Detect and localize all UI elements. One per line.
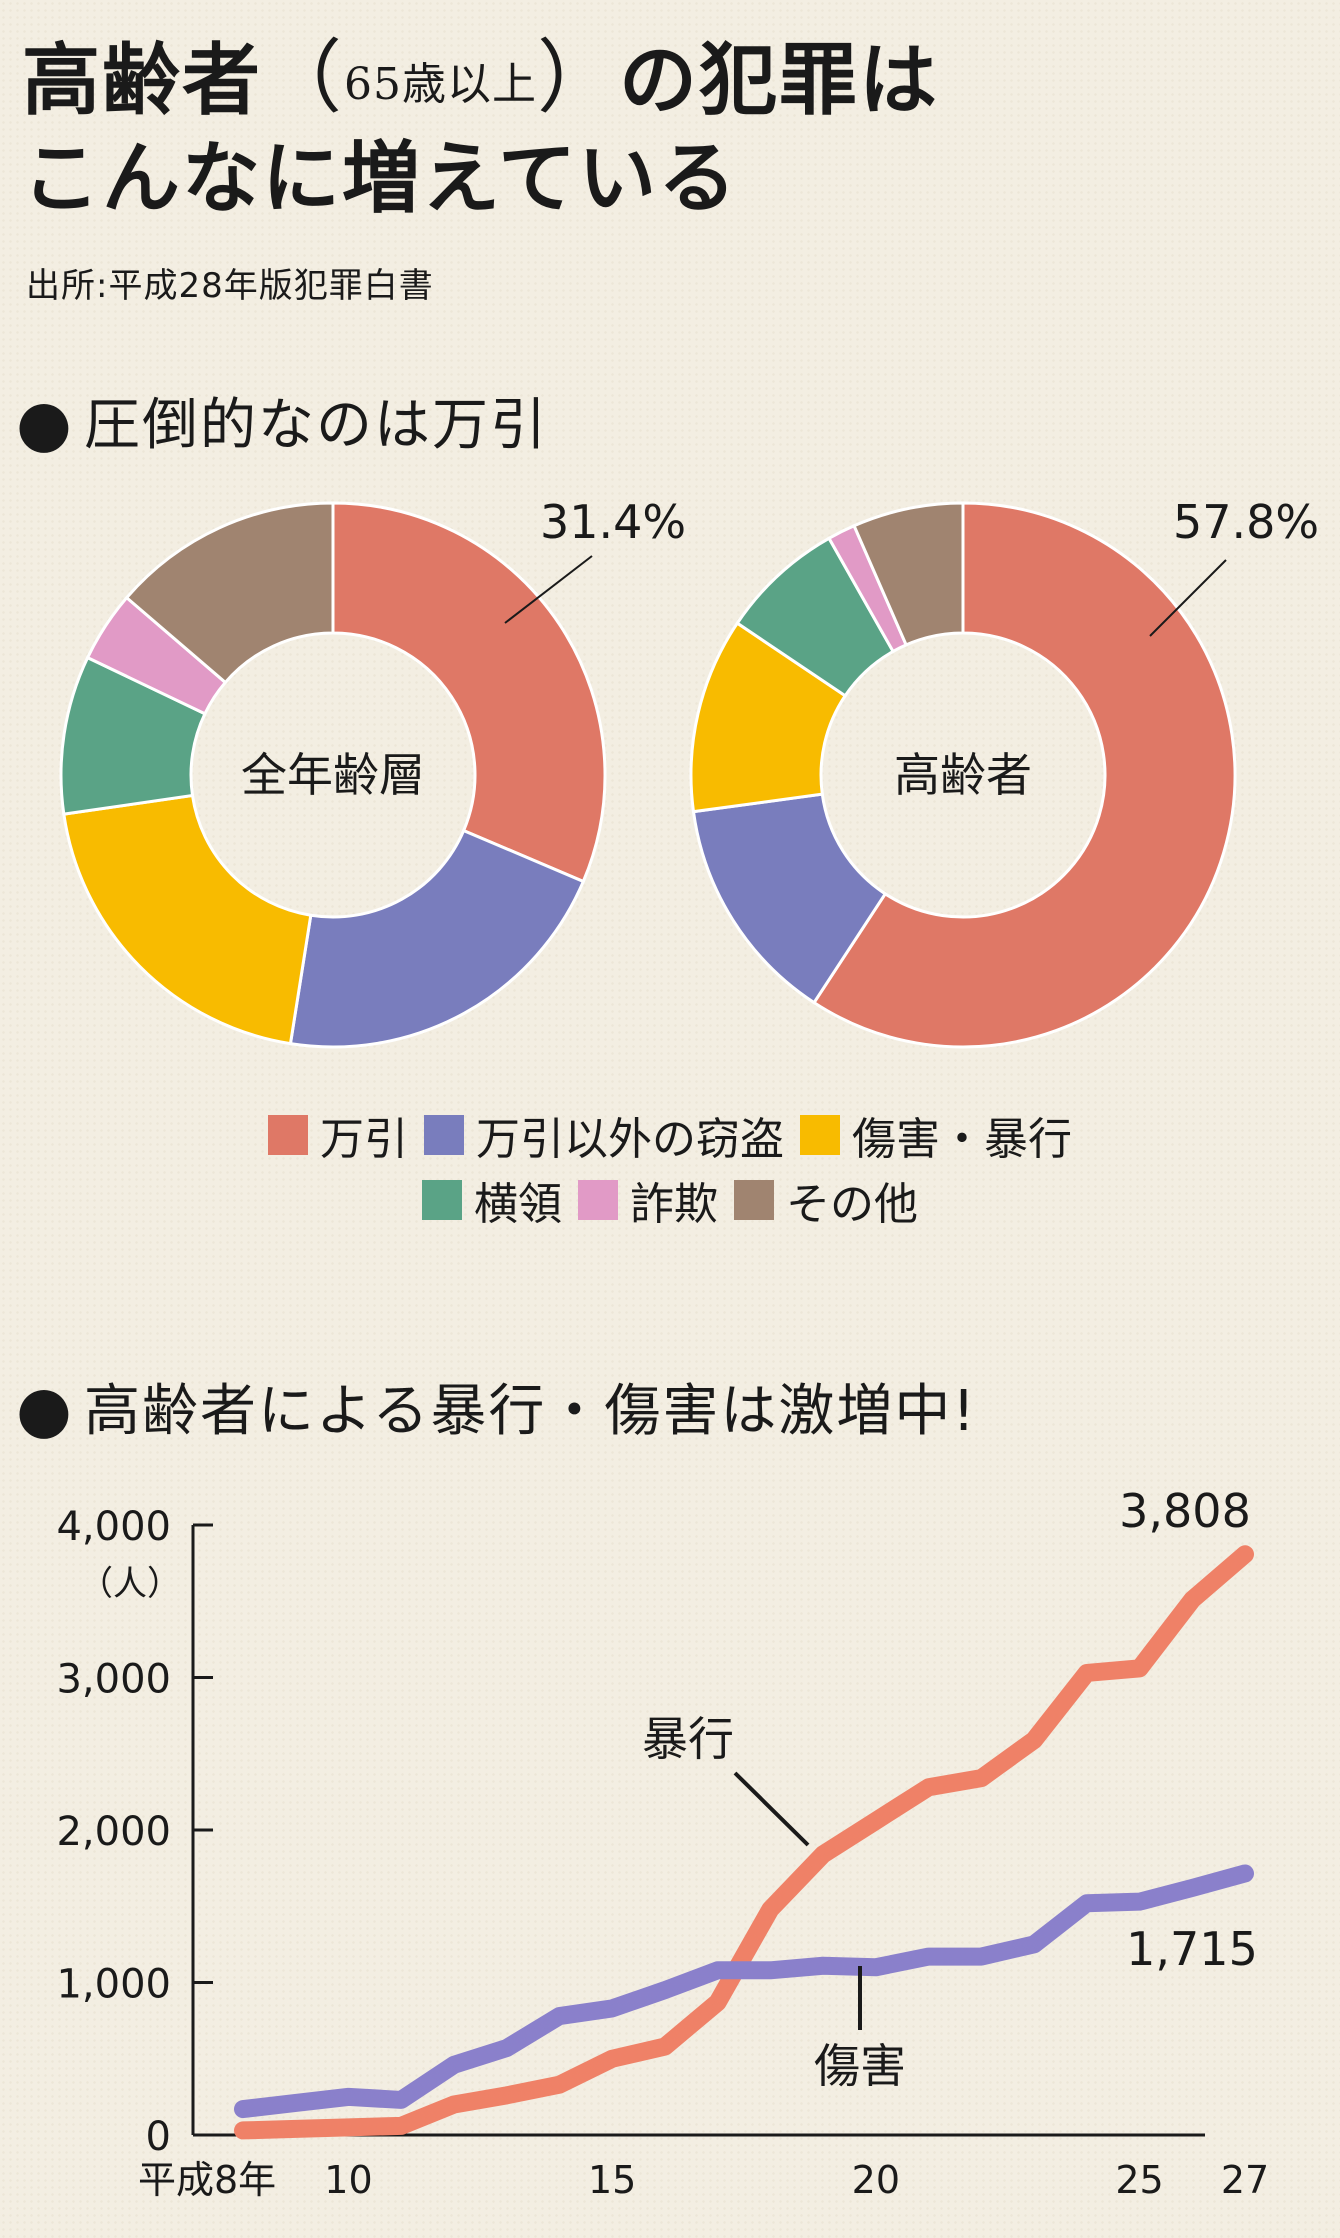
bullet-icon: ●	[16, 387, 74, 461]
end-value-label-injury: 1,715	[1126, 1922, 1258, 1976]
x-tick-label: 10	[324, 2158, 372, 2202]
legend-row-1: 万引 万引以外の窃盗 傷害・暴行	[0, 1103, 1340, 1167]
y-axis-unit-label: （人）	[79, 1564, 181, 1604]
donut-center-label: 高齢者	[894, 748, 1032, 802]
x-tick-label: 27	[1221, 2158, 1269, 2202]
legend-swatch	[578, 1180, 618, 1220]
y-tick-label: 2,000	[56, 1809, 171, 1855]
y-tick-label: 0	[146, 2114, 171, 2160]
end-value-label-assault: 3,808	[1119, 1484, 1251, 1538]
donut-slice	[811, 501, 1237, 1049]
legend-item-other: その他	[734, 1168, 918, 1232]
legend-item-other-theft: 万引以外の窃盗	[424, 1103, 784, 1167]
page-title-line2: こんなに増えている	[22, 133, 739, 224]
legend-label: 横領	[474, 1179, 562, 1230]
legend-label: 万引	[320, 1114, 408, 1165]
donut-slice	[331, 501, 607, 884]
donut-slice	[288, 828, 586, 1049]
legend-item-shoplifting: 万引	[268, 1103, 408, 1167]
series-leader-line	[733, 1771, 810, 1847]
y-tick-label: 1,000	[56, 1962, 171, 2008]
legend-item-fraud: 詐欺	[578, 1168, 718, 1232]
legend-row-2: 横領 詐欺 その他	[0, 1168, 1340, 1232]
donut-chart-all-ages: 全年齢層 31.4%	[59, 495, 686, 1049]
title-main: 高齢者	[22, 35, 263, 126]
section-heading-line: ● 高齢者による暴行・傷害は激増中!	[16, 1378, 977, 1442]
donut-annotation-label: 31.4%	[540, 495, 686, 549]
title-open-paren: （	[262, 31, 345, 124]
x-tick-label: 15	[588, 2158, 636, 2202]
donut-slice	[852, 501, 965, 647]
section-heading-text: 高齢者による暴行・傷害は激増中!	[84, 1379, 977, 1444]
legend-swatch	[734, 1180, 774, 1220]
legend-item-embezzlement: 横領	[422, 1168, 562, 1232]
line-series-injury	[234, 1864, 1254, 2119]
page-title-line1: 高齢者（65歳以上）の犯罪は	[22, 38, 939, 120]
legend-swatch	[422, 1180, 462, 1220]
x-tick-label: 25	[1115, 2158, 1163, 2202]
y-tick-label: 4,000	[56, 1504, 171, 1550]
series-label-assault: 暴行	[642, 1712, 734, 1766]
legend-label: 詐欺	[630, 1179, 718, 1230]
title-rest: の犯罪は	[619, 35, 940, 126]
source-note: 出所:平成28年版犯罪白書	[26, 266, 434, 306]
donut-annotation-label: 57.8%	[1173, 495, 1319, 549]
y-tick-label: 3,000	[56, 1657, 171, 1703]
legend-swatch	[424, 1115, 464, 1155]
x-tick-label: 平成8年	[138, 2158, 276, 2202]
donut-slice	[124, 501, 335, 685]
donut-center-label: 全年齢層	[241, 748, 425, 802]
line-series-assault	[234, 1545, 1254, 2140]
x-tick-label: 20	[852, 2158, 900, 2202]
section-heading-donuts: ● 圧倒的なのは万引	[16, 392, 548, 456]
series-label-injury: 傷害	[814, 2039, 906, 2093]
bullet-icon: ●	[16, 1373, 74, 1447]
legend-label: 傷害・暴行	[852, 1114, 1072, 1165]
donut-chart-elderly: 高齢者 57.8%	[689, 495, 1319, 1049]
annotation-leader-line	[504, 555, 593, 624]
legend-item-assault-injury: 傷害・暴行	[800, 1103, 1072, 1167]
annotation-leader-line	[1149, 559, 1227, 637]
title-close-paren: ）	[537, 31, 620, 124]
title-age-note: 65歳以上	[344, 59, 538, 110]
legend-swatch	[800, 1115, 840, 1155]
donut-slice	[62, 793, 313, 1046]
legend-label: その他	[786, 1179, 918, 1230]
section-heading-text: 圧倒的なのは万引	[84, 393, 548, 458]
legend-swatch	[268, 1115, 308, 1155]
legend-label: 万引以外の窃盗	[476, 1114, 784, 1165]
line-chart: 0 1,000 2,000 3,000 4,000 （人） 平成8年 10 15 20 25 27 3,…	[56, 1484, 1269, 2202]
